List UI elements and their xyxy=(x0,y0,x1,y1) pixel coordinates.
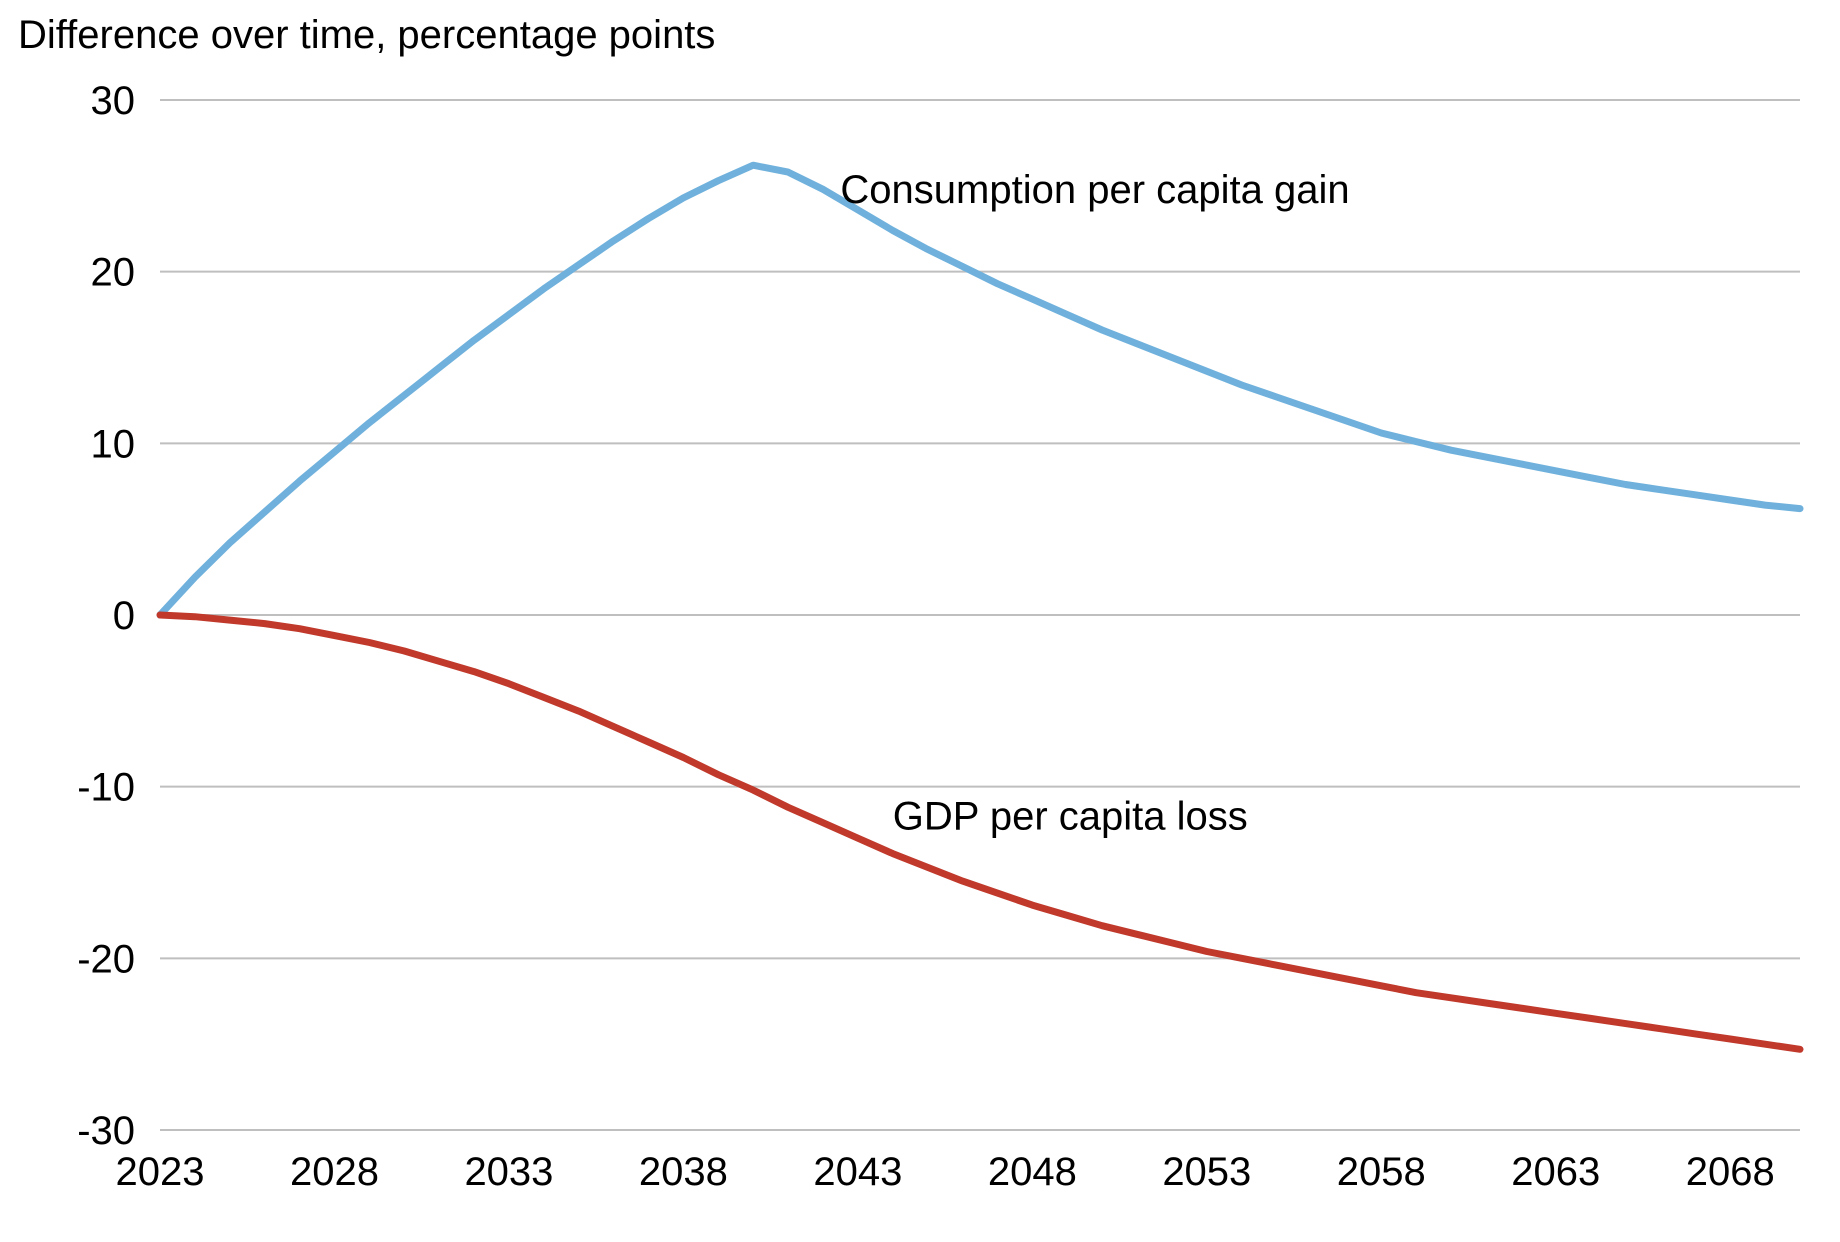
x-tick-label: 2053 xyxy=(1162,1150,1251,1194)
x-tick-label: 2038 xyxy=(639,1150,728,1194)
x-tick-label: 2033 xyxy=(464,1150,553,1194)
y-tick-label: -20 xyxy=(77,937,135,981)
x-tick-label: 2043 xyxy=(813,1150,902,1194)
x-tick-label: 2023 xyxy=(116,1150,205,1194)
series-label-1: GDP per capita loss xyxy=(893,795,1248,839)
x-tick-label: 2048 xyxy=(988,1150,1077,1194)
x-tick-label: 2058 xyxy=(1337,1150,1426,1194)
y-tick-label: 20 xyxy=(91,251,136,295)
y-axis-title: Difference over time, percentage points xyxy=(18,13,715,57)
y-tick-label: -10 xyxy=(77,766,135,810)
y-tick-label: 30 xyxy=(91,79,136,123)
series-label-0: Consumption per capita gain xyxy=(840,168,1349,212)
y-tick-label: 10 xyxy=(91,422,136,466)
line-chart: -30 -20 -10 0 10 20 30 2023 2028 2033 2038 2043 2048… xyxy=(0,0,1840,1242)
y-tick-label: 0 xyxy=(113,594,135,638)
y-tick-label: -30 xyxy=(77,1109,135,1153)
x-tick-label: 2028 xyxy=(290,1150,379,1194)
chart-svg: -30 -20 -10 0 10 20 30 2023 2028 2033 2038 2043 2048… xyxy=(0,0,1840,1242)
x-tick-label: 2063 xyxy=(1511,1150,1600,1194)
series-line-0 xyxy=(160,165,1800,615)
x-tick-label: 2068 xyxy=(1686,1150,1775,1194)
